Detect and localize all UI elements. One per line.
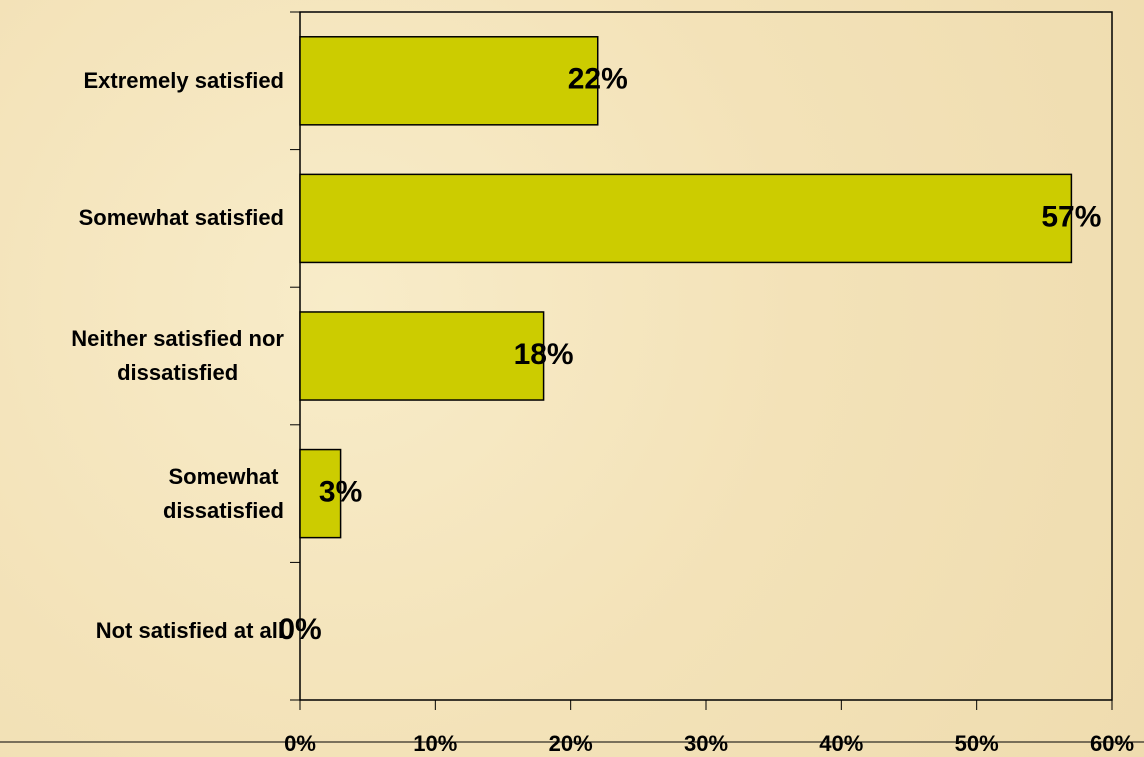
y-tick-label: Somewhat dissatisfied xyxy=(162,463,284,523)
y-tick-label: Extremely satisfied xyxy=(83,67,284,93)
value-label: 18% xyxy=(514,338,574,371)
y-tick-label: Not satisfied at all xyxy=(95,618,284,644)
bar xyxy=(299,448,342,539)
y-tick-label: Somewhat satisfied xyxy=(78,205,284,231)
value-label: 3% xyxy=(319,476,362,509)
x-tick-label: 50% xyxy=(955,731,999,756)
x-tick-label: 40% xyxy=(819,731,863,756)
value-label: 57% xyxy=(1041,200,1101,233)
x-tick-label: 30% xyxy=(684,731,728,756)
bar xyxy=(299,36,599,126)
bar xyxy=(299,173,1073,264)
y-tick-label: Neither satisfied nor dissatisfied xyxy=(71,326,284,385)
x-tick-label: 0% xyxy=(284,731,316,756)
value-label: 22% xyxy=(568,63,628,96)
value-label: 0% xyxy=(278,613,321,646)
bar xyxy=(299,311,545,401)
x-tick-label: 60% xyxy=(1090,731,1134,756)
x-tick-label: 10% xyxy=(413,731,457,756)
x-tick-label: 20% xyxy=(549,731,593,756)
